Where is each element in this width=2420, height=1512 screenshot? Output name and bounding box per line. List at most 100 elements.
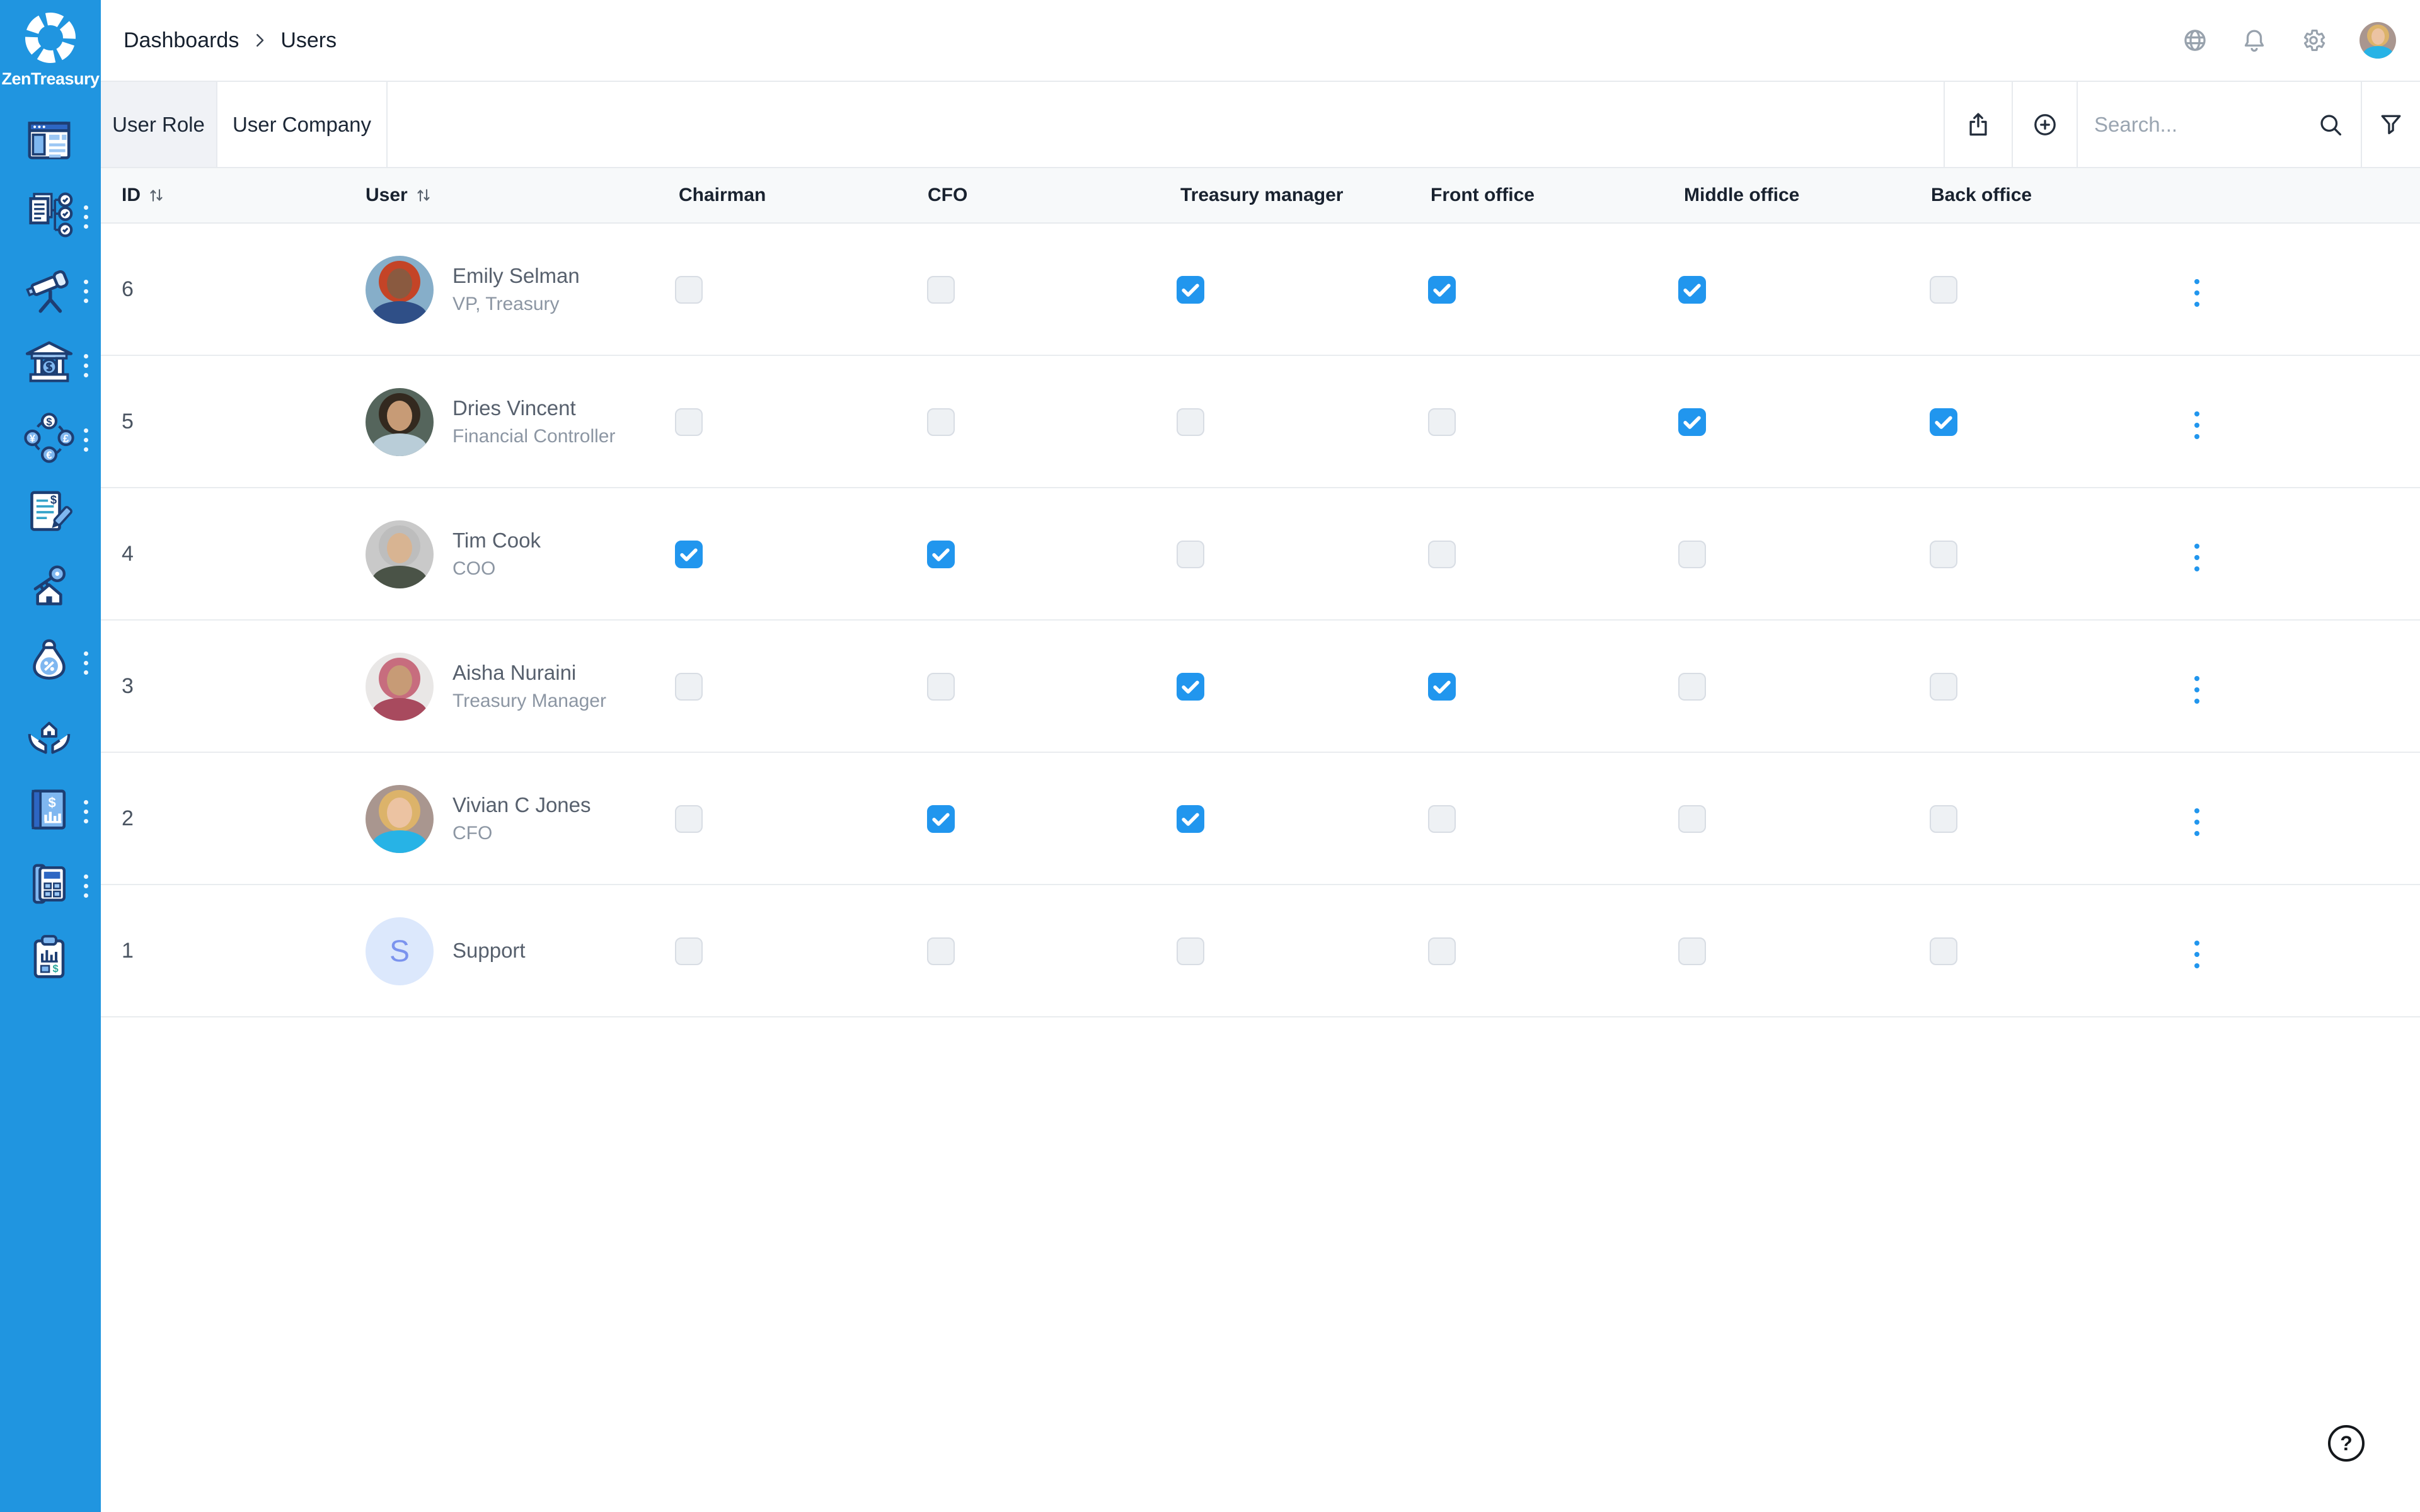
tab-user-role[interactable]: User Role xyxy=(101,82,217,167)
user-avatar[interactable] xyxy=(2360,22,2396,59)
row-menu-kebab[interactable] xyxy=(2192,541,2202,574)
svg-text:$: $ xyxy=(46,416,52,428)
row-menu-kebab[interactable] xyxy=(2192,277,2202,309)
checkbox-cfo[interactable] xyxy=(927,805,955,833)
breadcrumb-users[interactable]: Users xyxy=(280,28,337,52)
ledger-icon: $ xyxy=(32,789,66,830)
checkbox-back-office[interactable] xyxy=(1930,937,1957,965)
checkbox-back-office[interactable] xyxy=(1930,805,1957,833)
checkbox-chairman[interactable] xyxy=(675,805,703,833)
checkbox-back-office[interactable] xyxy=(1930,673,1957,701)
tab-bar: User Role User Company xyxy=(101,81,2420,168)
sidebar-item-contracts[interactable]: $ xyxy=(0,475,101,549)
sidebar-item-approvals[interactable] xyxy=(0,178,101,252)
sidebar-item-menu-dots[interactable] xyxy=(84,651,88,675)
sidebar-item-menu-dots[interactable] xyxy=(84,354,88,377)
sidebar-item-dashboard[interactable] xyxy=(0,103,101,178)
checkbox-treasury-manager[interactable] xyxy=(1177,408,1204,436)
sidebar-item-menu-dots[interactable] xyxy=(84,205,88,229)
checkbox-cfo[interactable] xyxy=(927,937,955,965)
checkbox-front-office[interactable] xyxy=(1428,408,1456,436)
user-title: Treasury Manager xyxy=(452,690,606,711)
svg-text:$: $ xyxy=(50,493,57,506)
checkbox-treasury-manager[interactable] xyxy=(1177,805,1204,833)
checkbox-middle-office[interactable] xyxy=(1678,408,1706,436)
sidebar-item-menu-dots[interactable] xyxy=(84,874,88,898)
sidebar-item-assets[interactable] xyxy=(0,698,101,772)
column-header-user[interactable]: User xyxy=(366,168,433,222)
search-icon[interactable] xyxy=(2317,111,2344,139)
checkbox-middle-office[interactable] xyxy=(1678,541,1706,568)
checkbox-treasury-manager[interactable] xyxy=(1177,673,1204,701)
checkbox-chairman[interactable] xyxy=(675,541,703,568)
avatar-p-face xyxy=(2371,28,2385,45)
search-input[interactable] xyxy=(2094,112,2310,137)
breadcrumb-dashboards[interactable]: Dashboards xyxy=(124,28,239,52)
brand-logo[interactable]: ZenTreasury xyxy=(0,8,101,89)
checkbox-cfo[interactable] xyxy=(927,276,955,304)
checkbox-back-office[interactable] xyxy=(1930,276,1957,304)
checkbox-front-office[interactable] xyxy=(1428,937,1456,965)
dashboard-icon xyxy=(28,122,71,159)
share-icon xyxy=(1969,112,1987,135)
sidebar-item-menu-dots[interactable] xyxy=(84,280,88,303)
sidebar-item-leases[interactable] xyxy=(0,549,101,624)
sidebar-item-menu-dots[interactable] xyxy=(84,800,88,823)
checkbox-front-office[interactable] xyxy=(1428,276,1456,304)
sidebar-item-fx[interactable]: $ £ € ¥ xyxy=(0,401,101,475)
sidebar-item-banking[interactable] xyxy=(0,326,101,401)
sidebar-item-outlook[interactable] xyxy=(0,252,101,326)
avatar xyxy=(366,653,434,721)
row-id: 5 xyxy=(122,409,134,433)
avatar: S xyxy=(366,917,434,985)
checkbox-cfo[interactable] xyxy=(927,673,955,701)
user-name: Emily Selman xyxy=(452,263,580,287)
checkbox-chairman[interactable] xyxy=(675,408,703,436)
row-menu-kebab[interactable] xyxy=(2192,673,2202,706)
bell-icon[interactable] xyxy=(2241,27,2267,54)
sidebar-item-menu-dots[interactable] xyxy=(84,428,88,452)
sidebar-item-ledger[interactable]: $ xyxy=(0,772,101,847)
filter-button[interactable] xyxy=(2361,82,2420,167)
column-header-id[interactable]: ID xyxy=(122,168,166,222)
checkbox-treasury-manager[interactable] xyxy=(1177,937,1204,965)
checkbox-back-office[interactable] xyxy=(1930,541,1957,568)
row-menu-kebab[interactable] xyxy=(2192,409,2202,442)
calculator-device-icon xyxy=(32,864,66,904)
row-menu-kebab[interactable] xyxy=(2192,938,2202,971)
checkbox-cfo[interactable] xyxy=(927,541,955,568)
sidebar-item-terminal[interactable] xyxy=(0,847,101,921)
user-title: COO xyxy=(452,558,496,579)
checkbox-front-office[interactable] xyxy=(1428,805,1456,833)
checkbox-chairman[interactable] xyxy=(675,673,703,701)
checkbox-front-office[interactable] xyxy=(1428,673,1456,701)
checkbox-chairman[interactable] xyxy=(675,276,703,304)
user-name: Tim Cook xyxy=(452,528,541,552)
sidebar: ZenTreasury xyxy=(0,0,101,1512)
add-button[interactable] xyxy=(2012,82,2077,167)
checkbox-front-office[interactable] xyxy=(1428,541,1456,568)
checkbox-middle-office[interactable] xyxy=(1678,937,1706,965)
checkbox-cfo[interactable] xyxy=(927,408,955,436)
tab-user-company[interactable]: User Company xyxy=(217,82,388,167)
breadcrumb: Dashboards Users xyxy=(101,28,337,53)
help-button[interactable]: ? xyxy=(2328,1425,2365,1462)
sidebar-item-reports[interactable]: $ xyxy=(0,921,101,995)
top-bar: Dashboards Users xyxy=(101,0,2420,81)
avatar-p-body xyxy=(372,566,427,588)
checkbox-back-office[interactable] xyxy=(1930,408,1957,436)
globe-icon[interactable] xyxy=(2182,27,2208,54)
table-row: 2 Vivian C Jones CFO xyxy=(101,753,2420,885)
checkbox-treasury-manager[interactable] xyxy=(1177,276,1204,304)
export-button[interactable] xyxy=(1944,82,2012,167)
checkbox-treasury-manager[interactable] xyxy=(1177,541,1204,568)
checkbox-middle-office[interactable] xyxy=(1678,276,1706,304)
sidebar-item-loans[interactable] xyxy=(0,624,101,698)
row-menu-kebab[interactable] xyxy=(2192,806,2202,839)
gear-icon[interactable] xyxy=(2300,27,2327,54)
checkbox-middle-office[interactable] xyxy=(1678,805,1706,833)
checkbox-chairman[interactable] xyxy=(675,937,703,965)
avatar-p-face xyxy=(387,268,412,299)
checkbox-middle-office[interactable] xyxy=(1678,673,1706,701)
sort-icon xyxy=(150,189,163,202)
